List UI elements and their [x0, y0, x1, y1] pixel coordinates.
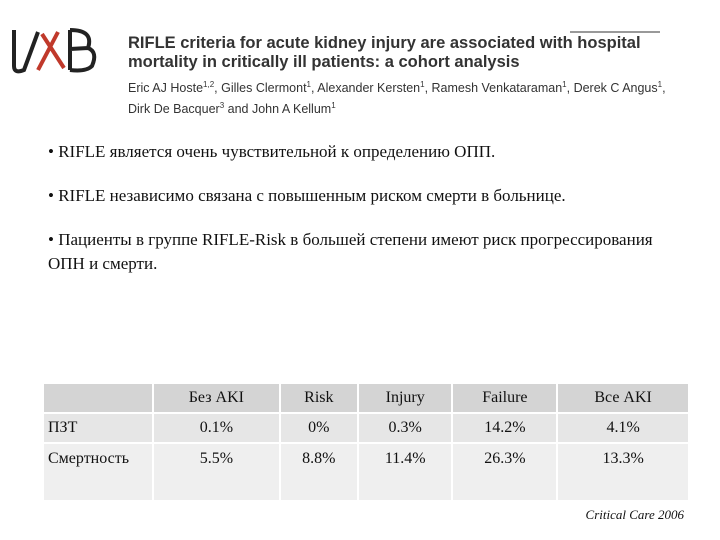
separator: , — [566, 81, 574, 96]
column-header: Без AKI — [152, 382, 281, 414]
cell: 5.5% — [152, 442, 281, 502]
bullet-marker: • — [48, 230, 54, 249]
author-affiliation: 1 — [331, 101, 336, 111]
bullet-item: • RIFLE является очень чувствительной к … — [48, 140, 688, 164]
separator: , — [311, 81, 318, 96]
bullet-text: Пациенты в группе RIFLE-Risk в большей с… — [48, 230, 653, 273]
author-name: Derek C Angus — [573, 81, 658, 96]
cell: 0.3% — [356, 412, 454, 444]
author-affiliation: 1,2 — [203, 80, 215, 89]
author-affiliation: 3 — [219, 101, 225, 111]
cell: 26.3% — [451, 442, 559, 502]
author-name: Gilles Clermont — [221, 81, 307, 96]
author-name: Ramesh Venkataraman — [431, 81, 563, 96]
column-header: Risk — [278, 382, 359, 414]
corner-cell — [42, 382, 154, 414]
citation: Critical Care 2006 — [585, 507, 684, 522]
bullet-item: • Пациенты в группе RIFLE-Risk в большей… — [48, 228, 688, 276]
cell: 14.2% — [451, 412, 559, 444]
cell: 0% — [278, 412, 359, 444]
rule — [570, 31, 660, 33]
table-row: Смертность 5.5% 8.8% 11.4% 26.3% 13.3% — [42, 442, 690, 502]
author-affiliation: 1 — [420, 80, 425, 89]
cell: 13.3% — [556, 442, 690, 502]
bullet-marker: • — [48, 186, 54, 205]
logo-shape — [68, 28, 97, 73]
cell: 0.1% — [152, 412, 281, 444]
author-affiliation: 1 — [306, 80, 311, 89]
logo — [12, 28, 97, 74]
table: Без AKI Risk Injury Failure Все AKI ПЗТ 0.1% 0%… — [42, 382, 690, 502]
title-line: RIFLE criteria for acute kidney injury a… — [128, 34, 641, 52]
article-title: RIFLE criteria for acute kidney injury a… — [128, 34, 641, 72]
separator: , — [662, 81, 666, 96]
separator: , — [424, 81, 432, 96]
cell: 8.8% — [278, 442, 359, 502]
author-name: Dirk De Bacquer — [128, 102, 220, 117]
table-row: ПЗТ 0.1% 0% 0.3% 14.2% 4.1% — [42, 412, 690, 444]
cell: 11.4% — [356, 442, 454, 502]
column-header: Injury — [356, 382, 454, 414]
row-label: Смертность — [42, 442, 154, 502]
separator: and — [224, 102, 252, 117]
bullet-item: • RIFLE независимо связана с повышенным … — [48, 184, 688, 208]
author-name: Eric AJ Hoste — [128, 81, 204, 96]
logo-shape — [36, 31, 66, 71]
title-line: mortality in critically ill patients: a … — [128, 53, 520, 71]
row-label: ПЗТ — [42, 412, 154, 444]
author-name: Alexander Kersten — [317, 81, 421, 96]
logo-shape — [12, 30, 40, 74]
bullet-marker: • — [48, 142, 54, 161]
column-header: Failure — [451, 382, 559, 414]
author-affiliation: 1 — [657, 80, 663, 89]
bullet-text: RIFLE является очень чувствительной к оп… — [58, 142, 496, 161]
cell: 4.1% — [556, 412, 690, 444]
author-name: John A Kellum — [251, 102, 332, 117]
authors: Eric AJ Hoste1,2, Gilles Clermont1, Alex… — [128, 76, 668, 118]
column-header: Все AKI — [556, 382, 690, 414]
separator: , — [214, 81, 222, 96]
bullet-text: RIFLE независимо связана с повышенным ри… — [58, 186, 566, 205]
bullet-list: • RIFLE является очень чувствительной к … — [48, 140, 688, 296]
author-affiliation: 1 — [562, 80, 567, 89]
